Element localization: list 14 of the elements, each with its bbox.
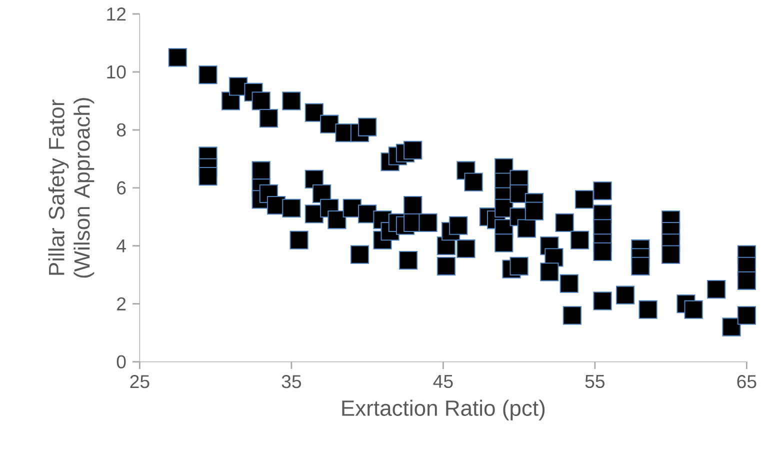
y-tick-label: 2 xyxy=(117,297,126,310)
y-tick-label: 12 xyxy=(107,7,126,20)
y-tick-label: 6 xyxy=(117,181,126,194)
y-tick-label: 8 xyxy=(116,123,126,137)
y-tick-label: 0 xyxy=(116,355,126,368)
y-tick-label: 4 xyxy=(116,239,126,252)
x-tick-label: 55 xyxy=(585,375,604,388)
x-tick-label: 65 xyxy=(737,375,756,388)
x-tick-label: 35 xyxy=(282,375,302,388)
x-axis-title: Exrtaction Ratio (pct) xyxy=(342,400,545,420)
y-tick-label: 10 xyxy=(107,65,126,79)
x-tick-label: 45 xyxy=(433,375,453,388)
y-axis-title: Pillar Safety Fator (Wilson Approach) xyxy=(48,98,94,278)
x-tick-label: 25 xyxy=(130,375,150,388)
